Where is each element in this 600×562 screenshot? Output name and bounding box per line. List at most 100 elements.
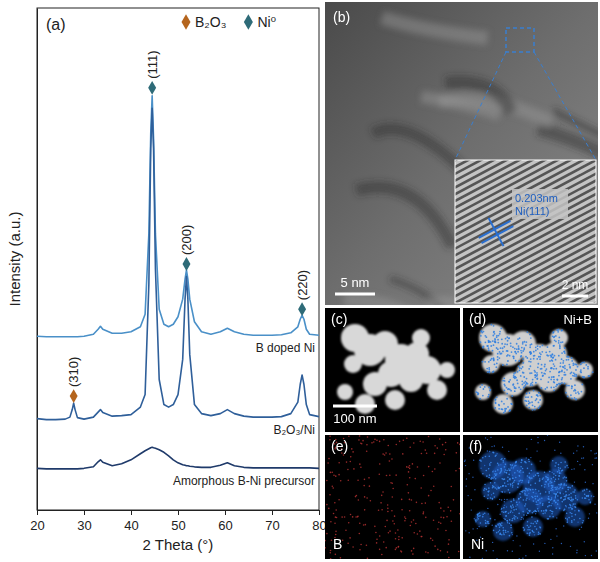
signal-dot (575, 514, 577, 516)
signal-dot (513, 481, 515, 483)
signal-dot (544, 364, 546, 366)
signal-dot (334, 502, 336, 504)
signal-dot (487, 521, 489, 523)
signal-dot (501, 508, 503, 510)
signal-dot (364, 496, 366, 498)
signal-dot (363, 485, 365, 487)
signal-dot (538, 490, 540, 492)
signal-dot (538, 533, 539, 534)
signal-dot (509, 478, 511, 480)
signal-dot (533, 492, 535, 494)
signal-dot (505, 511, 507, 513)
signal-dot (538, 504, 539, 505)
signal-dot (550, 480, 552, 482)
signal-dot (538, 402, 540, 404)
signal-dot (468, 532, 469, 533)
signal-dot (501, 491, 502, 492)
signal-dot (519, 502, 520, 503)
signal-dot (534, 376, 536, 378)
signal-dot (401, 537, 403, 539)
signal-dot (491, 358, 493, 360)
signal-dot (518, 498, 520, 500)
signal-dot (359, 549, 361, 551)
signal-dot (326, 480, 328, 482)
fringe (455, 235, 596, 303)
signal-dot (408, 471, 410, 473)
signal-dot (366, 497, 368, 499)
signal-dot (588, 499, 590, 501)
signal-dot (514, 472, 516, 474)
signal-dot (492, 487, 494, 489)
signal-dot (580, 369, 582, 371)
signal-dot (552, 516, 554, 518)
signal-dot (362, 440, 364, 442)
signal-dot (425, 517, 427, 519)
signal-dot (364, 509, 366, 511)
signal-dot (557, 503, 559, 505)
signal-dot (355, 496, 357, 498)
signal-dot (359, 435, 361, 437)
signal-dot (411, 550, 413, 552)
signal-dot (568, 385, 570, 387)
particle (482, 355, 500, 373)
signal-dot (433, 485, 435, 487)
map-content (475, 324, 594, 414)
signal-dot (538, 475, 540, 477)
signal-dot (493, 530, 495, 532)
signal-dot (514, 387, 516, 389)
signal-dot (500, 347, 502, 349)
signal-dot (551, 359, 553, 361)
signal-dot (347, 469, 349, 471)
signal-dot (567, 495, 568, 496)
signal-dot (492, 550, 493, 551)
signal-dot (587, 496, 589, 498)
signal-dot (458, 551, 460, 553)
signal-dot (493, 470, 494, 471)
signal-dot (594, 453, 595, 454)
signal-dot (503, 346, 505, 348)
signal-dot (325, 547, 326, 549)
signal-dot (578, 511, 579, 512)
signal-dot (501, 353, 503, 355)
fringe (455, 171, 596, 303)
signal-dot (487, 371, 489, 373)
signal-dot (387, 445, 389, 447)
signal-dot (482, 516, 484, 518)
signal-dot (478, 393, 480, 395)
signal-dot (514, 518, 516, 520)
signal-dot (498, 524, 499, 525)
series-labels: B doped NiB₂O₃/NiAmorphous B-Ni precurso… (173, 341, 315, 488)
signal-dot (534, 409, 536, 411)
signal-dot (488, 369, 490, 371)
signal-dot (393, 523, 395, 525)
panel-text: 0.203nm (515, 192, 558, 204)
signal-dot (556, 379, 558, 381)
signal-dot (553, 382, 555, 384)
signal-dot (333, 513, 335, 515)
signal-dot (544, 366, 546, 368)
signal-dot (413, 519, 415, 521)
signal-dot (555, 502, 557, 504)
signal-dot (491, 494, 492, 495)
signal-dot (529, 392, 531, 394)
signal-dot (493, 357, 495, 359)
signal-dot (482, 361, 484, 363)
signal-dot (521, 482, 522, 483)
signal-dot (333, 474, 335, 476)
signal-dot (440, 523, 442, 525)
signal-dot (531, 516, 533, 518)
signal-dot (518, 483, 520, 485)
signal-dot (352, 451, 354, 453)
signal-dot (486, 368, 488, 370)
signal-dot (572, 499, 574, 501)
x-tick-mark (225, 510, 226, 515)
signal-dot (534, 406, 536, 408)
signal-dot (507, 484, 508, 485)
signal-dot (529, 346, 531, 348)
signal-dot (494, 487, 496, 489)
signal-dot (552, 489, 554, 491)
signal-dot (564, 483, 566, 485)
signal-dot (395, 444, 397, 446)
signal-dot (539, 533, 541, 535)
signal-dot (490, 497, 492, 499)
